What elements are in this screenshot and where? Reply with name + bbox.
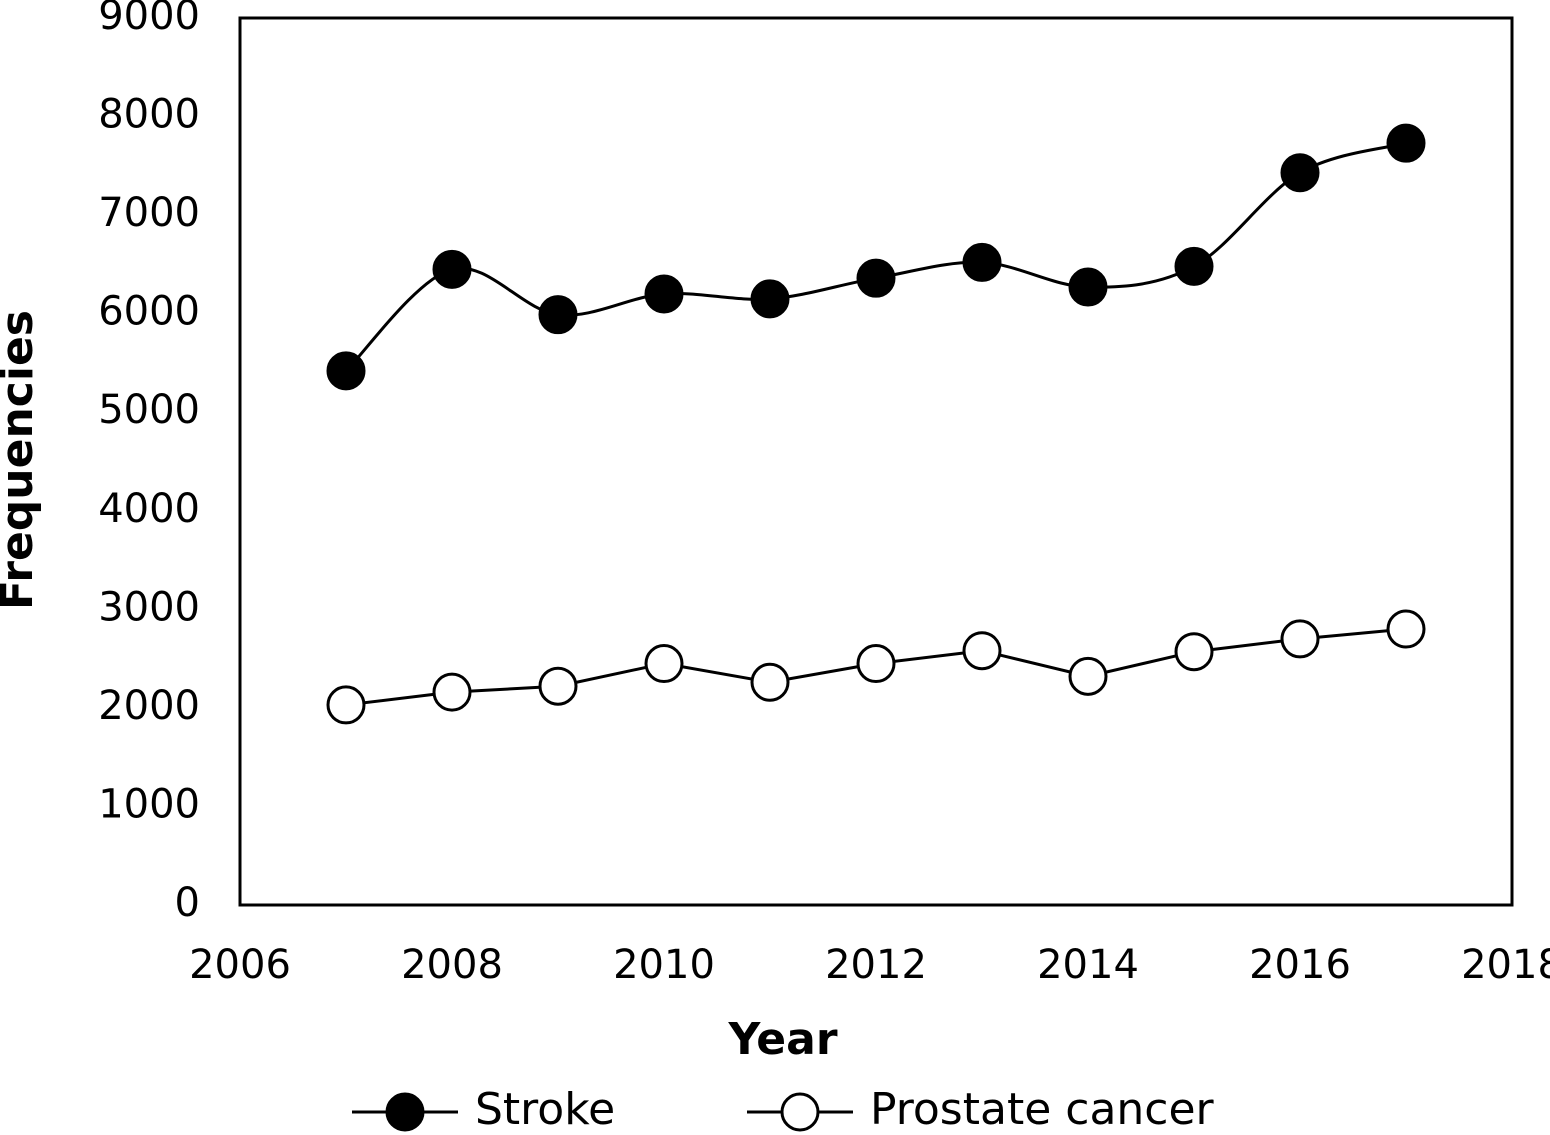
series-line: [344, 141, 1407, 372]
data-point: [644, 274, 684, 314]
data-point: [432, 249, 472, 289]
data-point: [1386, 609, 1426, 649]
x-tick-label: 2012: [825, 942, 927, 988]
data-point: [326, 685, 366, 725]
data-point: [1174, 632, 1214, 672]
x-tick-label: 2016: [1249, 942, 1351, 988]
data-point: [326, 351, 366, 391]
data-point: [1068, 267, 1108, 307]
data-point: [856, 258, 896, 298]
y-tick-label: 9000: [98, 0, 200, 39]
plot-frame: [238, 16, 1514, 907]
data-point: [1280, 619, 1320, 659]
x-tick-label: 2018: [1461, 942, 1550, 988]
legend-label: Prostate cancer: [870, 1084, 1215, 1135]
data-point: [750, 279, 790, 319]
x-tick-label: 2006: [189, 942, 291, 988]
data-point: [1280, 153, 1320, 193]
data-point: [750, 662, 790, 702]
data-point: [1174, 246, 1214, 286]
y-tick-label: 1000: [98, 781, 200, 827]
data-point: [856, 644, 896, 684]
data-point: [962, 631, 1002, 671]
y-tick-label: 6000: [98, 289, 200, 335]
x-tick-label: 2010: [613, 942, 715, 988]
y-tick-label: 3000: [98, 584, 200, 630]
data-point: [1068, 656, 1108, 696]
data-point: [538, 666, 578, 706]
y-tick-label: 7000: [98, 190, 200, 236]
y-tick-label: 2000: [98, 683, 200, 729]
legend-marker: [385, 1092, 425, 1132]
x-axis-title: Year: [727, 1014, 837, 1065]
data-point: [962, 242, 1002, 282]
legend-label: Stroke: [475, 1084, 615, 1135]
data-point: [1386, 123, 1426, 163]
data-point: [644, 644, 684, 684]
y-tick-label: 5000: [98, 387, 200, 433]
y-tick-label: 8000: [98, 92, 200, 138]
legend-marker: [780, 1092, 820, 1132]
y-axis-title: Frequencies: [0, 310, 43, 610]
data-point: [432, 672, 472, 712]
x-tick-label: 2014: [1037, 942, 1139, 988]
y-tick-label: 4000: [98, 486, 200, 532]
x-tick-label: 2008: [401, 942, 503, 988]
data-point: [538, 295, 578, 335]
y-tick-label: 0: [175, 880, 200, 926]
